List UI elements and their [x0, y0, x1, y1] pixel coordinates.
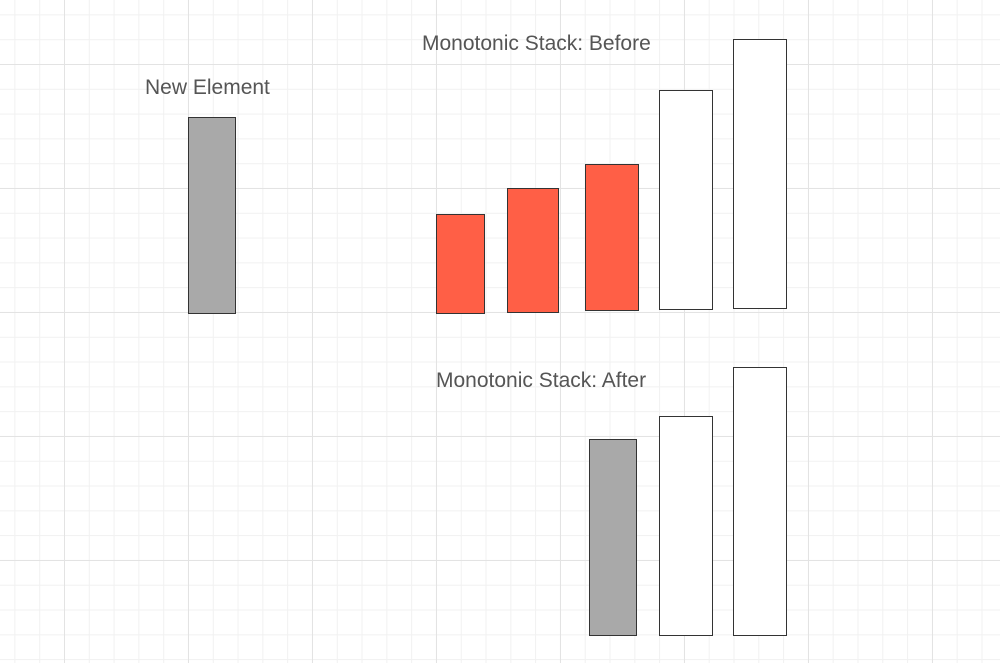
after-bar-kept-1	[659, 416, 713, 636]
after-bar-new-element	[589, 439, 637, 636]
before-bar-popped-3	[585, 164, 639, 311]
before-stack-title: Monotonic Stack: Before	[422, 32, 651, 55]
before-bar-popped-1	[436, 214, 485, 314]
after-stack-title: Monotonic Stack: After	[436, 369, 647, 392]
before-bar-kept-1	[659, 90, 713, 310]
before-bar-kept-2	[733, 39, 787, 309]
new-element-bar	[188, 117, 236, 314]
before-bar-popped-2	[507, 188, 559, 313]
new-element-title: New Element	[145, 76, 270, 99]
after-bar-kept-2	[733, 367, 787, 636]
